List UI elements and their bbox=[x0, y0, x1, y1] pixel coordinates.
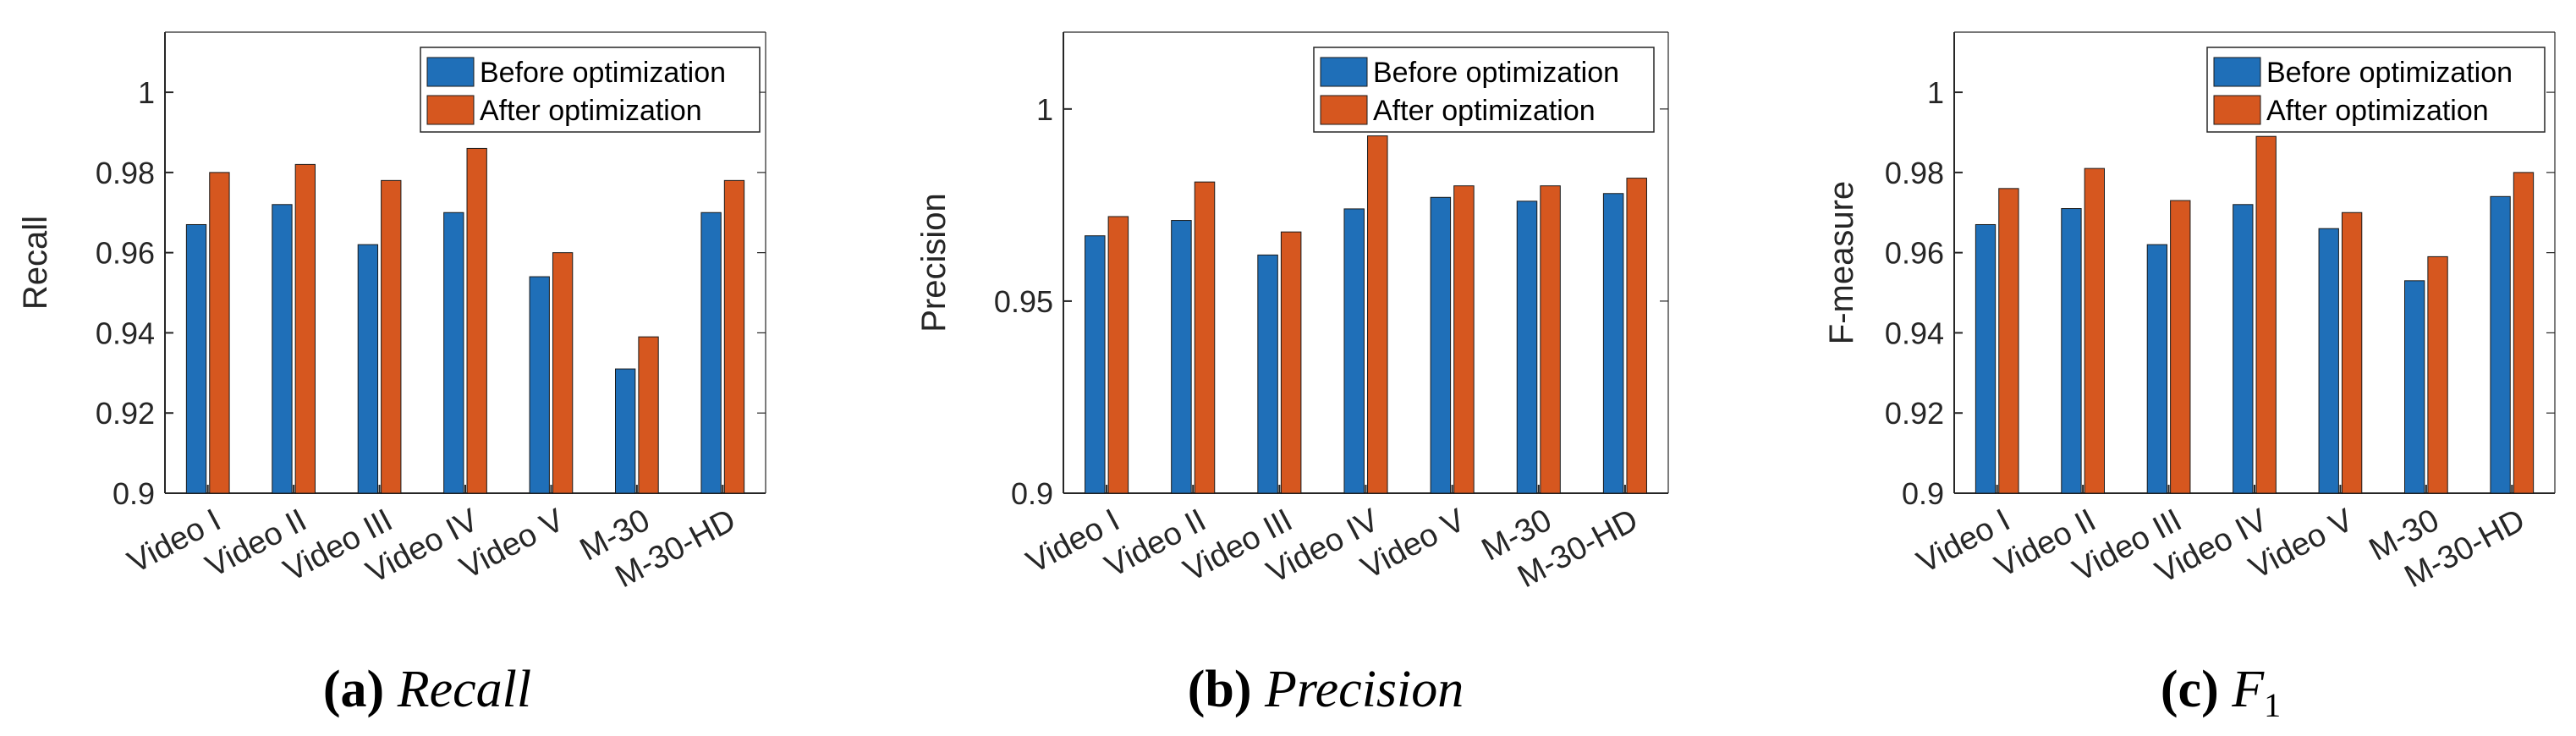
legend-box bbox=[2206, 47, 2546, 133]
bar-before-video-iv bbox=[2233, 204, 2254, 494]
legend-swatch-after bbox=[1320, 95, 1368, 125]
y-tick-label: 0.95 bbox=[994, 284, 1053, 319]
bar-after-video-v bbox=[2341, 211, 2363, 494]
legend-label-before: Before optimization bbox=[2266, 57, 2513, 89]
y-tick-label: 1 bbox=[1036, 92, 1053, 127]
bar-before-m-30 bbox=[615, 368, 636, 494]
bar-before-video-v bbox=[2318, 228, 2339, 494]
y-tick-label: 0.96 bbox=[96, 236, 155, 271]
legend-label-after: After optimization bbox=[480, 95, 702, 127]
caption-text: F bbox=[2231, 661, 2265, 718]
bar-after-video-iv bbox=[466, 147, 487, 494]
y-tick-label: 0.96 bbox=[1885, 236, 1944, 271]
bar-after-video-iii bbox=[2170, 200, 2191, 494]
bar-before-m-30-hd bbox=[1602, 193, 1624, 494]
bar-before-video-ii bbox=[272, 204, 293, 494]
y-tick-label: 0.9 bbox=[1902, 476, 1944, 511]
caption-space bbox=[384, 661, 398, 718]
bar-after-video-iii bbox=[1280, 231, 1302, 494]
bar-before-video-v bbox=[529, 276, 550, 494]
legend-swatch-after bbox=[2213, 95, 2261, 125]
bar-after-video-i bbox=[1998, 188, 2019, 494]
bar-after-video-i bbox=[209, 172, 230, 494]
bar-after-m-30-hd bbox=[1626, 178, 1647, 494]
caption-text: Recall bbox=[397, 661, 531, 718]
bar-after-m-30 bbox=[1540, 185, 1561, 494]
legend-box bbox=[420, 47, 761, 133]
bar-before-video-i bbox=[1085, 235, 1106, 494]
y-tick-label: 0.9 bbox=[113, 476, 155, 511]
y-tick-label: 0.92 bbox=[96, 396, 155, 431]
caption-letter: (a) bbox=[323, 661, 384, 718]
bar-after-m-30 bbox=[638, 336, 659, 494]
legend-box bbox=[1313, 47, 1655, 133]
caption-space bbox=[1251, 661, 1265, 718]
legend-label-before: Before optimization bbox=[1373, 57, 1619, 89]
bar-before-video-iv bbox=[443, 211, 464, 494]
y-tick-label: 0.94 bbox=[96, 316, 155, 350]
caption-letter: (b) bbox=[1188, 661, 1252, 718]
caption: (b) Precision bbox=[1188, 661, 1464, 718]
bar-before-video-iii bbox=[2146, 244, 2168, 494]
bar-before-m-30-hd bbox=[700, 211, 722, 494]
y-tick-label: 1 bbox=[1927, 75, 1944, 110]
bar-before-video-ii bbox=[1171, 220, 1192, 494]
legend-swatch-before bbox=[1320, 57, 1368, 87]
bar-after-m-30-hd bbox=[723, 179, 745, 494]
bar-after-video-i bbox=[1107, 216, 1129, 494]
y-tick-label: 1 bbox=[138, 75, 155, 110]
y-tick-label: 0.92 bbox=[1885, 396, 1944, 431]
bar-before-m-30 bbox=[2404, 280, 2425, 494]
caption-space bbox=[2219, 661, 2233, 718]
bar-before-video-iii bbox=[1257, 254, 1278, 494]
bar-after-m-30-hd bbox=[2513, 172, 2535, 494]
bar-after-video-iv bbox=[1367, 135, 1388, 494]
legend-label-after: After optimization bbox=[1373, 95, 1596, 127]
y-axis-label: Precision bbox=[915, 193, 953, 332]
legend-label-before: Before optimization bbox=[480, 57, 726, 89]
bar-before-video-i bbox=[185, 223, 207, 494]
bar-before-video-iv bbox=[1343, 208, 1365, 494]
caption-letter: (c) bbox=[2161, 661, 2219, 718]
bar-after-video-v bbox=[552, 252, 574, 494]
y-tick-label: 0.98 bbox=[1885, 156, 1944, 190]
legend-swatch-after bbox=[426, 95, 475, 125]
caption-text: Precision bbox=[1264, 661, 1464, 718]
legend-swatch-before bbox=[426, 57, 475, 87]
y-axis-label: Recall bbox=[17, 216, 54, 310]
bar-before-m-30-hd bbox=[2490, 195, 2511, 494]
caption: (a) Recall bbox=[323, 661, 531, 718]
bar-before-video-ii bbox=[2061, 208, 2082, 494]
y-axis-label: F-measure bbox=[1823, 181, 1860, 344]
bar-before-video-i bbox=[1975, 223, 1997, 494]
caption-subscript: 1 bbox=[2264, 686, 2281, 724]
bar-after-video-v bbox=[1453, 185, 1475, 494]
caption: (c) F1 bbox=[2161, 661, 2281, 724]
bar-after-video-iv bbox=[2255, 135, 2277, 494]
bar-after-video-ii bbox=[2084, 168, 2105, 494]
y-tick-label: 0.94 bbox=[1885, 316, 1944, 350]
legend-swatch-before bbox=[2213, 57, 2261, 87]
y-tick-label: 0.9 bbox=[1011, 476, 1053, 511]
legend-label-after: After optimization bbox=[2266, 95, 2489, 127]
bar-after-video-ii bbox=[1194, 181, 1216, 494]
bar-before-m-30 bbox=[1516, 200, 1538, 494]
bar-after-video-ii bbox=[294, 163, 316, 494]
y-tick-label: 0.98 bbox=[96, 156, 155, 190]
bar-after-video-iii bbox=[381, 179, 402, 494]
bar-after-m-30 bbox=[2427, 255, 2448, 494]
bar-before-video-v bbox=[1430, 196, 1452, 494]
bar-before-video-iii bbox=[357, 244, 379, 494]
